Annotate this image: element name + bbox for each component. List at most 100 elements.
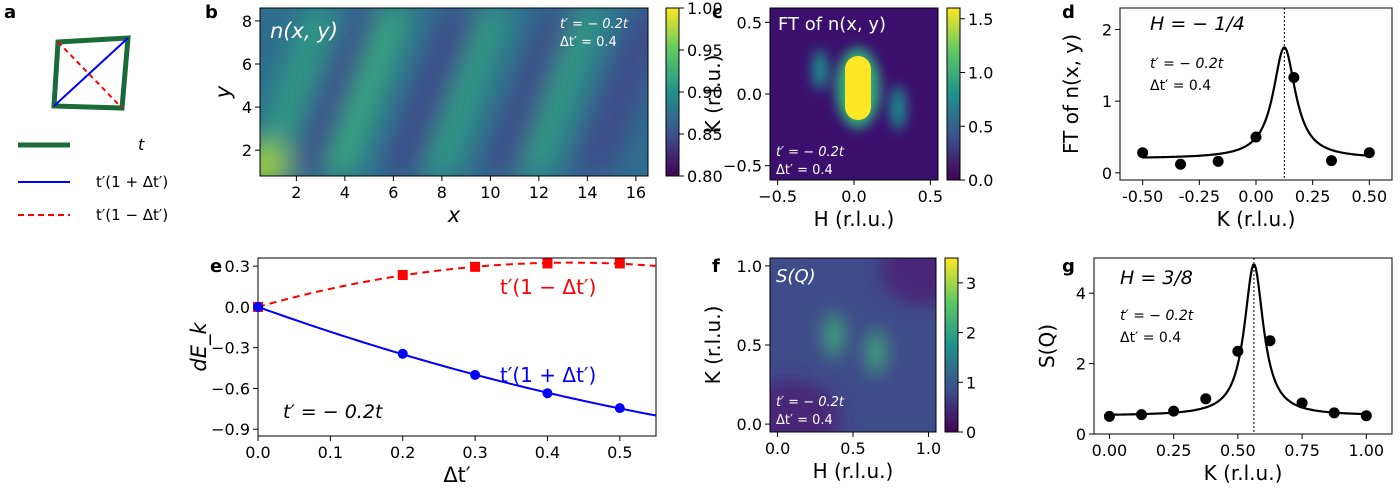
plot-d-title: H = − 1/4 [1150, 13, 1245, 35]
x-tick-label-c: 0.5 [918, 187, 943, 206]
colorbar-tick-label-f: 1 [966, 373, 976, 392]
y-tick-label-b: 6 [242, 55, 252, 74]
fit-curve-g [1109, 263, 1367, 416]
y-axis-label-d: FT of n(x, y) [1059, 34, 1083, 154]
data-point-g [1296, 397, 1308, 409]
x-tick-label-d: 0.50 [1352, 187, 1388, 206]
series-point-1 [542, 388, 553, 399]
series-point-0 [614, 258, 625, 269]
data-point-d [1325, 155, 1337, 167]
axes-c: −0.5 0.0 0.5 −0.5 0.0 0.5 H (r.l.u.) K (r.l.u.) [701, 13, 943, 231]
x-tick-label-d: 0.25 [1295, 187, 1331, 206]
x-tick-label-e: 0.4 [535, 443, 560, 462]
plot-g-title: H = 3/8 [1120, 267, 1193, 289]
y-tick-label-c: −0.5 [723, 157, 762, 176]
x-axis-label-d: K (r.l.u.) [1217, 207, 1296, 231]
colorbar-b-ticks: 0.80 0.85 0.90 0.95 1.00 [679, 0, 723, 186]
series-line-0 [257, 261, 657, 308]
colorbar-tick-label-b: 0.90 [687, 83, 723, 102]
y-tick-label-e: −0.6 [211, 379, 250, 398]
x-tick-label-f: 0.0 [765, 439, 790, 458]
data-point-d [1137, 147, 1149, 159]
x-tick-label-d: -0.25 [1179, 187, 1220, 206]
colorbar-tick-label-f: 0 [966, 423, 976, 442]
plot-e-annotation: t′ = − 0.2t [283, 401, 384, 423]
panel-a: a t t′(1 + Δt′) t′(1 − Δt′) [4, 2, 168, 224]
y-axis-label-f: K (r.l.u.) [701, 306, 725, 385]
x-tick-label-d: 0.00 [1238, 187, 1274, 206]
plot-d-delta: Δt′ = 0.4 [1150, 78, 1211, 94]
panel-f: f S(Q) t′ = − 0.2t Δt′ = 0.4 0.0 0.5 1.00.… [701, 256, 976, 483]
x-tick-label-g: 1.00 [1348, 441, 1384, 460]
x-tick-label-f: 0.5 [840, 439, 865, 458]
x-axis-label-c: H (r.l.u.) [814, 207, 895, 231]
series-point-1 [253, 301, 263, 312]
y-tick-label-g: 0 [1076, 425, 1086, 444]
heatmap-c-title: FT of n(x, y) [778, 14, 886, 35]
x-tick-label-g: 0.75 [1284, 441, 1320, 460]
x-tick-label-g: 0.50 [1220, 441, 1256, 460]
y-axis-label-e: dE_k [187, 322, 212, 372]
y-tick-label-b: 4 [242, 98, 252, 117]
axes-f: 0.0 0.5 1.0 0.0 0.5 1.0 H (r.l.u.) K (r.l.u.) [701, 257, 941, 483]
series-point-1 [470, 369, 481, 380]
x-tick-label-d: -0.50 [1122, 187, 1163, 206]
colorbar-tick-label-b: 0.85 [687, 125, 723, 144]
panel-letter-g: g [1062, 256, 1075, 277]
colorbar-tick-label-b: 0.95 [687, 41, 723, 60]
plot-e: 0.0 0.1 0.2 0.3 0.4 0.5 0.3 0.0 −0.3 −0.6 −0.9 Δt′ d… [187, 257, 657, 487]
series-line-1 [257, 305, 657, 417]
x-tick-label-c: −0.5 [758, 187, 797, 206]
y-tick-label-f: 1.0 [737, 257, 762, 276]
plot-g: 0.00 0.25 0.50 0.75 1.00 0 2 4 K (r.l.u.) S(Q) [1035, 258, 1384, 485]
heatmap-f-delta: Δt′ = 0.4 [776, 413, 833, 428]
colorbar-f [944, 257, 959, 433]
x-tick-label-b: 16 [626, 183, 646, 202]
plaquette-diagonal-minus [57, 41, 123, 109]
panel-e: e 0.0 0.1 0.2 0.3 0.4 0.5 0.3 0.0 −0.3 −0.6 −0.9 Δt… [187, 256, 657, 487]
x-tick-label-b: 4 [340, 183, 350, 202]
data-point-g [1136, 409, 1148, 421]
y-tick-label-e: −0.9 [211, 420, 250, 439]
data-point-g [1232, 345, 1244, 357]
colorbar-tick-label-f: 2 [966, 324, 976, 343]
x-tick-label-b: 8 [437, 183, 447, 202]
heatmap-b-title: n(x, y) [270, 19, 338, 43]
colorbar-tick-label-b: 1.00 [687, 0, 723, 18]
data-point-g [1200, 393, 1212, 405]
x-axis-label-g: K (r.l.u.) [1204, 461, 1283, 485]
y-tick-label-e: −0.3 [211, 339, 250, 358]
colorbar-tick-label-c: 0.5 [968, 117, 993, 136]
y-tick-label-e: 0.3 [225, 257, 250, 276]
data-point-g [1168, 405, 1180, 417]
legend-label-minus: t′(1 − Δt′) [96, 206, 168, 224]
data-point-g [1264, 335, 1276, 347]
y-tick-label-f: 0.0 [737, 415, 762, 434]
x-axis-label-f: H (r.l.u.) [813, 459, 894, 483]
series-minus-label: t′(1 − Δt′) [500, 275, 596, 299]
x-tick-label-b: 12 [529, 183, 549, 202]
series-point-1 [614, 403, 625, 414]
series-point-0 [470, 261, 481, 272]
y-axis-label-g: S(Q) [1035, 324, 1059, 368]
panel-letter-b: b [205, 2, 218, 23]
data-point-d [1288, 72, 1300, 84]
y-tick-label-c: 0.5 [737, 13, 762, 32]
panel-letter-e: e [210, 256, 222, 277]
y-tick-label-g: 4 [1076, 284, 1086, 303]
plaquette-diagonal-plus [53, 37, 129, 107]
x-tick-label-b: 6 [388, 183, 398, 202]
heatmap-f [770, 258, 936, 432]
data-point-d [1363, 147, 1375, 159]
data-point-g [1328, 407, 1340, 419]
colorbar-f-ticks: 0 1 2 3 [958, 274, 976, 442]
x-tick-label-b: 2 [291, 183, 301, 202]
panel-letter-f: f [712, 256, 720, 277]
panel-b: b n(x, y) t′ = − 0.2t Δt′ = 0.4 2 4 6 8 10 12… [205, 0, 723, 227]
data-point-d [1212, 155, 1224, 167]
heatmap-b [260, 8, 648, 176]
x-tick-label-g: 0.00 [1092, 441, 1128, 460]
